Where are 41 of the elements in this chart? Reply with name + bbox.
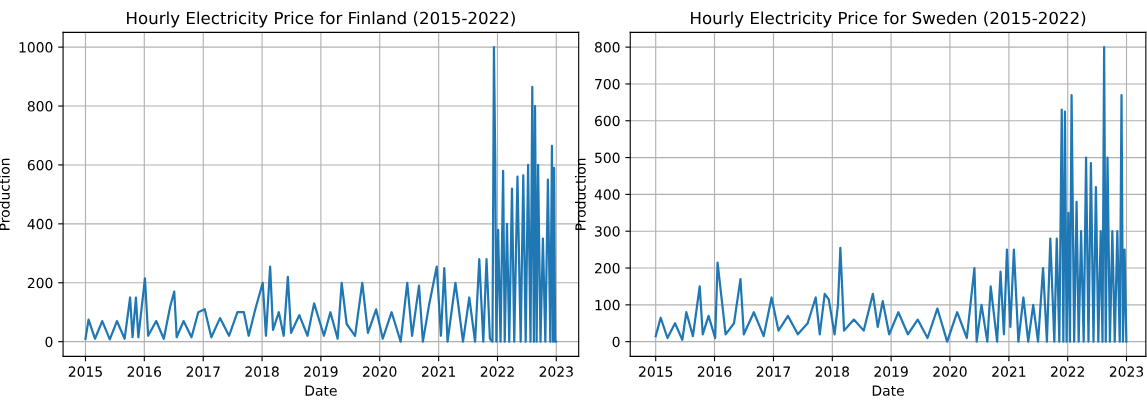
y-tick-label: 0: [45, 336, 53, 348]
y-tick-label: 500: [595, 152, 620, 164]
x-tick-label: 2018: [815, 366, 850, 377]
line-series: [84, 46, 558, 343]
x-axis-title: Date: [872, 385, 904, 396]
y-tick-label: 800: [594, 42, 620, 53]
line-series: [654, 46, 1128, 343]
x-tick-label: 2019: [304, 366, 338, 377]
y-tick-label: 600: [27, 159, 53, 171]
y-tick-label: 1000: [19, 42, 53, 53]
x-tick-label: 2016: [127, 366, 162, 377]
x-axis-title: Date: [305, 385, 337, 396]
x-tick-label: 2020: [363, 366, 397, 377]
y-tick-label: 800: [27, 101, 53, 112]
x-tick-label: 2017: [186, 366, 220, 377]
y-axis-title: Production: [575, 158, 586, 230]
x-tick-label: 2019: [874, 366, 908, 377]
y-tick-label: 700: [595, 78, 620, 90]
x-tick-label: 2023: [539, 366, 573, 377]
x-tick-label: 2021: [992, 366, 1026, 377]
y-axis-title: Production: [0, 158, 10, 230]
x-tick-label: 2022: [480, 366, 514, 377]
y-tick-label: 400: [594, 189, 620, 200]
x-tick-label: 2015: [639, 366, 673, 377]
chart-title: Hourly Electricity Price for Sweden (2015-2022): [691, 11, 1086, 28]
x-tick-label: 2017: [756, 366, 790, 377]
x-tick-label: 2022: [1051, 366, 1084, 377]
y-tick-label: 400: [27, 218, 53, 230]
x-tick-label: 2023: [1109, 366, 1144, 377]
chart-title: Hourly Electricity Price for Finland (2015-2022): [127, 11, 515, 28]
y-tick-label: 200: [27, 277, 53, 289]
y-tick-label: 200: [595, 263, 620, 274]
y-tick-label: 300: [595, 226, 620, 237]
x-tick-label: 2020: [933, 366, 967, 377]
x-tick-label: 2015: [68, 366, 102, 377]
y-tick-label: 100: [595, 299, 620, 311]
x-tick-label: 2021: [422, 366, 456, 377]
y-tick-label: 0: [612, 336, 620, 348]
x-tick-label: 2018: [245, 366, 279, 377]
x-tick-label: 2016: [697, 366, 732, 377]
y-tick-label: 600: [594, 115, 620, 127]
